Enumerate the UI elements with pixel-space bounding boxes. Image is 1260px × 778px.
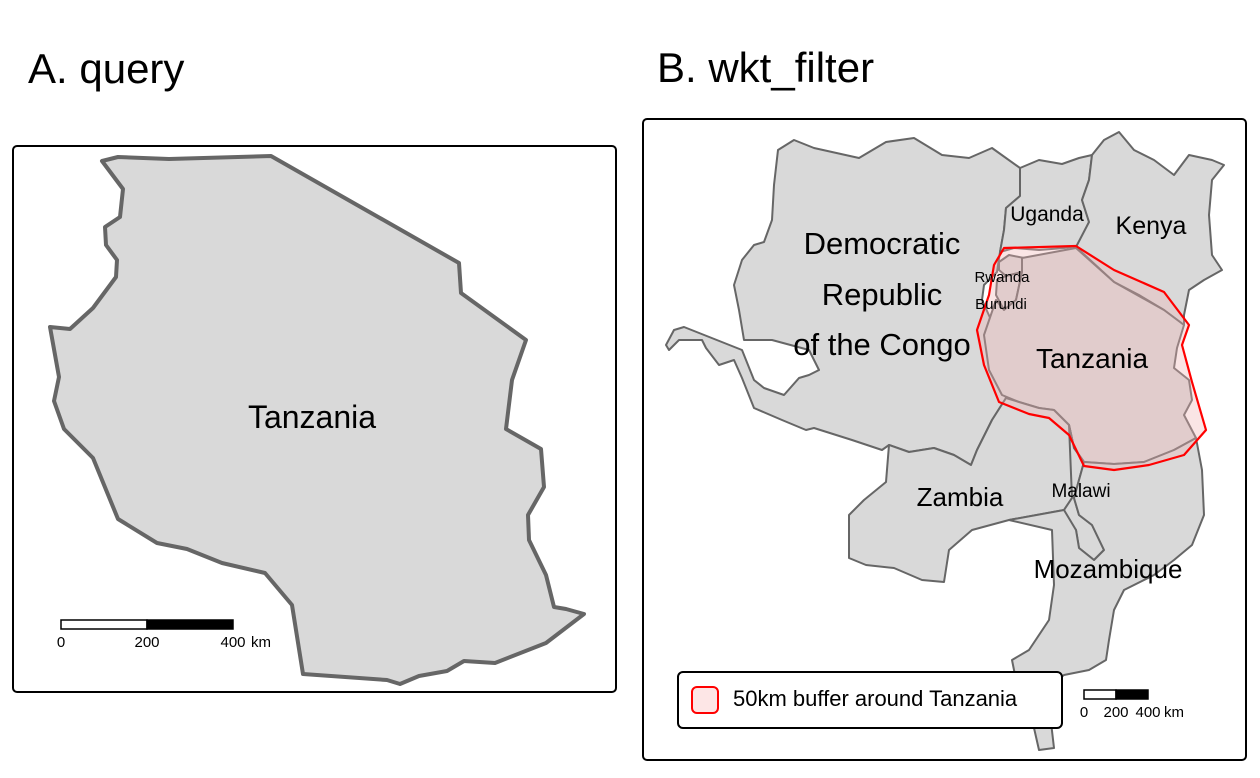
legend-buffer-label: 50km buffer around Tanzania — [733, 686, 1018, 711]
map-a-canvas: Tanzania 0 200 400 km — [48, 154, 586, 686]
panel-a-title: A. query — [28, 45, 185, 92]
scalebar-b-white-segment — [1083, 689, 1117, 700]
uganda-label: Uganda — [1010, 203, 1084, 226]
legend: 50km buffer around Tanzania — [677, 671, 1063, 729]
scalebar-b-unit: km — [1164, 704, 1184, 721]
scalebar-a-unit: km — [251, 634, 271, 651]
scalebar-b-tick-200: 200 — [1103, 704, 1128, 721]
rwanda-label: Rwanda — [974, 269, 1030, 286]
tanzania-buffer — [975, 244, 1208, 472]
burundi-label: Burundi — [975, 296, 1027, 313]
legend-buffer-swatch — [691, 686, 719, 714]
zambia-shape — [848, 397, 1085, 583]
mozambique-label: Mozambique — [1034, 554, 1183, 584]
map-panel-a: Tanzania 0 200 400 km — [12, 145, 617, 693]
malawi-label: Malawi — [1051, 481, 1110, 502]
tanzania-label-b: Tanzania — [1036, 343, 1149, 374]
tanzania-shape — [48, 154, 586, 686]
scalebar-b-tick-400: 400 — [1135, 704, 1160, 721]
map-panel-b: Democratic Republic of the Congo Uganda … — [642, 118, 1247, 761]
scalebar-a-tick-200: 200 — [134, 634, 159, 651]
scalebar-a: 0 200 400 km — [57, 619, 271, 651]
scalebar-a-black-segment — [146, 619, 234, 630]
zambia-label: Zambia — [917, 482, 1004, 512]
tanzania-label: Tanzania — [248, 399, 376, 435]
drc-label-line3: of the Congo — [793, 327, 971, 362]
panel-b-title: B. wkt_filter — [657, 44, 875, 91]
scalebar-b-tick-0: 0 — [1080, 704, 1088, 721]
scalebar-a-tick-0: 0 — [57, 634, 65, 651]
scalebar-a-tick-400: 400 — [220, 634, 245, 651]
drc-label-line2: Republic — [822, 277, 943, 312]
scalebar-a-white-segment — [60, 619, 148, 630]
map-b-canvas: Democratic Republic of the Congo Uganda … — [665, 131, 1225, 751]
kenya-label: Kenya — [1116, 212, 1187, 240]
drc-label-line1: Democratic — [804, 226, 961, 261]
scalebar-b: 0 200 400 km — [1080, 689, 1184, 721]
scalebar-b-black-segment — [1115, 689, 1149, 700]
